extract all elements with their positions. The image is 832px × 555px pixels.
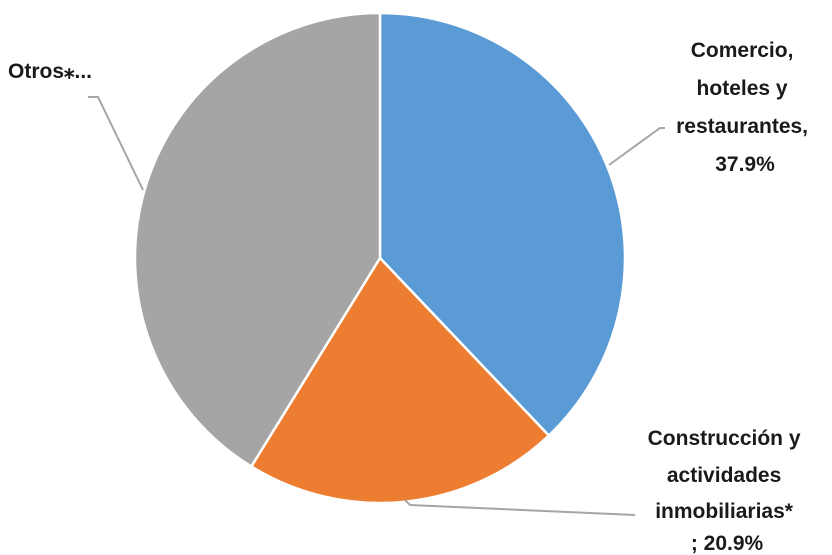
leader-line-comercio [608, 127, 665, 166]
slice-label-comercio: Comercio, hoteles y restaurantes, 37.9% [676, 39, 814, 176]
slice-label-otros: Otros⁎... [8, 60, 92, 83]
label-line: Otros⁎... [8, 60, 92, 83]
label-line: inmobiliarias* [655, 500, 794, 523]
pie-slices [133, 11, 627, 505]
label-line: ; 20.9% [691, 532, 764, 555]
pie-slice-otros [133, 11, 382, 469]
label-line: Comercio, [691, 39, 794, 62]
pie-slice-comercio [378, 11, 627, 438]
leader-lines [88, 96, 665, 516]
label-line: actividades [667, 464, 781, 487]
slice-label-construccion: Construcción y actividades inmobiliarias… [648, 427, 807, 555]
label-line: 37.9% [715, 153, 775, 176]
label-line: Construcción y [648, 427, 801, 450]
leader-line-otros [88, 96, 144, 191]
label-line: restaurantes, [676, 115, 808, 138]
leader-line-construccion [404, 499, 636, 516]
label-line: hoteles y [697, 77, 788, 100]
